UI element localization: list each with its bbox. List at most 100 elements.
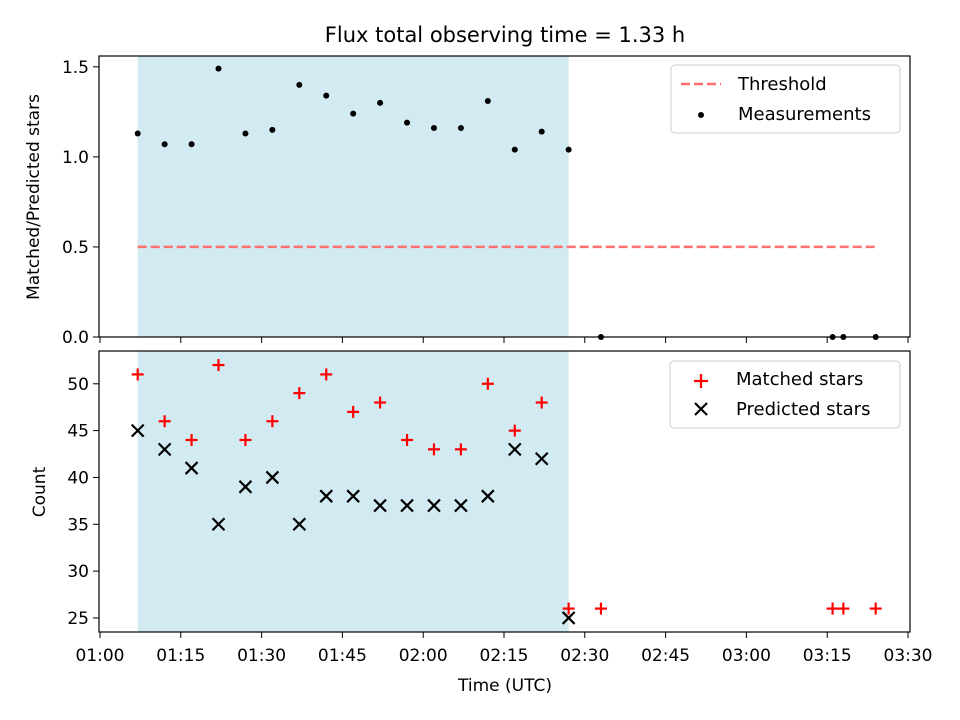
predicted-star-point — [157, 442, 172, 457]
measurement-point — [161, 141, 168, 148]
legend-predicted-marker — [694, 402, 708, 416]
x-tick-label: 03:30 — [884, 646, 933, 666]
chart-title: Flux total observing time = 1.33 h — [325, 23, 685, 47]
x-tick-label: 01:30 — [237, 646, 286, 666]
y-tick-label: 25 — [67, 609, 89, 629]
bottom-highlight-span — [137, 351, 569, 632]
measurement-point — [215, 65, 222, 72]
predicted-star-point — [265, 470, 280, 485]
bottom-legend: Matched stars Predicted stars — [669, 360, 901, 429]
measurement-point — [323, 92, 330, 99]
x-tick-label: 03:00 — [722, 646, 771, 666]
measurement-point — [377, 99, 384, 106]
matched-star-point — [212, 359, 225, 372]
predicted-star-point — [130, 423, 145, 438]
matched-star-point — [401, 433, 414, 446]
matched-star-points — [131, 359, 882, 615]
measurement-point — [134, 130, 141, 137]
bottom-x-ticks: 01:00 01:15 01:30 01:45 02:00 02:15 02:30 02:45… — [76, 632, 933, 666]
y-tick-label: 0.0 — [62, 328, 89, 348]
y-tick-label: 1.0 — [62, 148, 89, 168]
measurement-point — [430, 125, 437, 132]
top-legend: Threshold Measurements — [670, 64, 901, 134]
predicted-star-point — [211, 517, 226, 532]
predicted-star-point — [346, 489, 360, 503]
y-tick-label: 40 — [67, 468, 89, 488]
x-tick-label: 02:15 — [480, 646, 529, 666]
x-tick-label: 02:00 — [399, 646, 448, 666]
x-tick-label: 03:15 — [803, 646, 852, 666]
top-y-axis-label: Matched/Predicted stars — [24, 94, 44, 300]
predicted-star-point — [400, 498, 414, 513]
x-axis-label: Time (UTC) — [457, 676, 552, 696]
predicted-star-point — [184, 461, 199, 475]
top-x-ticks — [99, 337, 909, 343]
matched-star-point — [131, 368, 144, 381]
predicted-star-point — [373, 498, 387, 513]
y-tick-label: 30 — [67, 562, 89, 582]
measurement-point — [484, 98, 491, 105]
measurement-point — [296, 81, 303, 88]
legend-matched-label: Matched stars — [736, 369, 863, 390]
predicted-star-point — [454, 498, 468, 513]
matched-star-point — [454, 443, 467, 456]
matched-star-point — [869, 602, 882, 615]
legend-threshold-label: Threshold — [737, 74, 827, 95]
matched-star-point — [562, 602, 575, 615]
predicted-star-point — [319, 489, 334, 503]
top-highlight-span — [137, 56, 569, 337]
matched-star-point — [427, 443, 440, 456]
measurement-point — [565, 146, 572, 153]
matched-star-point — [266, 415, 279, 428]
measurement-point — [538, 128, 545, 135]
y-tick-label: 35 — [67, 515, 89, 535]
legend-matched-marker — [694, 374, 708, 388]
matched-star-point — [837, 602, 850, 615]
matched-star-point — [293, 387, 306, 400]
matched-star-point — [320, 368, 333, 381]
predicted-star-point — [507, 442, 522, 457]
matched-star-point — [826, 602, 839, 615]
top-legend-frame — [670, 64, 901, 134]
matched-star-point — [374, 396, 387, 409]
matched-star-point — [594, 602, 607, 615]
predicted-star-points — [130, 423, 576, 625]
bottom-legend-frame — [669, 360, 901, 429]
measurement-points — [134, 65, 879, 340]
predicted-star-point — [481, 489, 495, 503]
top-panel: 0.0 0.5 1.0 1.5 Matched/Predicted stars Thr… — [24, 55, 911, 348]
predicted-star-point — [238, 480, 253, 494]
predicted-star-point — [292, 517, 307, 532]
measurement-point — [188, 141, 195, 148]
x-tick-label: 02:30 — [560, 646, 609, 666]
predicted-star-point — [427, 498, 441, 513]
legend-predicted-label: Predicted stars — [736, 399, 870, 420]
top-y-ticks: 0.0 0.5 1.0 1.5 — [62, 58, 99, 348]
legend-measurements-marker — [698, 112, 704, 118]
y-tick-label: 45 — [67, 422, 89, 442]
measurement-point — [457, 125, 464, 132]
x-tick-label: 01:00 — [76, 646, 125, 666]
predicted-star-point — [561, 611, 576, 625]
x-tick-label: 02:45 — [641, 646, 690, 666]
legend-measurements-label: Measurements — [738, 104, 871, 125]
measurement-point — [404, 119, 411, 126]
matched-star-point — [347, 405, 360, 418]
measurement-point — [350, 110, 357, 117]
measurement-point — [269, 126, 276, 133]
matched-star-point — [508, 424, 521, 437]
y-tick-label: 1.5 — [62, 58, 89, 78]
measurement-point — [242, 130, 249, 137]
x-tick-label: 01:15 — [156, 646, 205, 666]
matched-star-point — [481, 377, 494, 390]
measurement-point — [511, 146, 518, 153]
matched-star-point — [185, 433, 198, 446]
bottom-y-axis-label: Count — [30, 466, 50, 517]
y-tick-label: 50 — [67, 375, 89, 395]
bottom-panel: 25 30 35 40 45 50 01:00 01:15 01:30 01:45 02:00 02… — [30, 350, 933, 666]
matched-star-point — [239, 433, 252, 446]
x-tick-label: 01:45 — [318, 646, 367, 666]
matched-star-point — [158, 415, 171, 428]
bottom-y-ticks: 25 30 35 40 45 50 — [67, 375, 99, 629]
